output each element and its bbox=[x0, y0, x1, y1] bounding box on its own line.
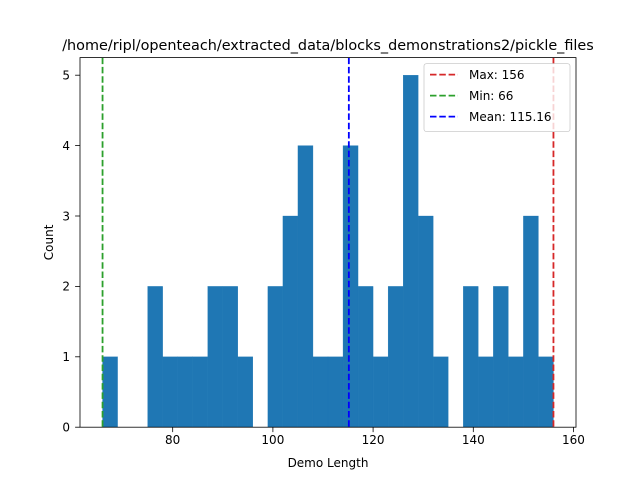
histogram-bar bbox=[192, 356, 208, 428]
legend-entry-label: Min: 66 bbox=[469, 89, 513, 103]
y-axis-ticks: 0 1 2 3 4 5 bbox=[62, 69, 80, 435]
histogram-bar bbox=[493, 286, 509, 428]
histogram-bar bbox=[357, 286, 374, 428]
x-axis-ticks: 80 100 120 140 160 bbox=[165, 427, 585, 447]
histogram-bar bbox=[523, 215, 539, 428]
y-tick-label: 1 bbox=[62, 350, 70, 364]
chart-title: /home/ripl/openteach/extracted_data/bloc… bbox=[62, 38, 594, 54]
histogram-bar bbox=[162, 356, 178, 428]
histogram-bar bbox=[403, 75, 419, 428]
y-tick-label: 3 bbox=[62, 209, 70, 223]
histogram-bar bbox=[387, 286, 404, 428]
bars-group bbox=[102, 75, 554, 428]
legend-entry-label: Mean: 115.16 bbox=[469, 110, 552, 124]
histogram-bar bbox=[207, 286, 223, 428]
histogram-bar bbox=[538, 356, 554, 428]
x-tick-label: 140 bbox=[462, 433, 485, 447]
histogram-bar bbox=[463, 286, 479, 428]
y-axis-label: Count bbox=[42, 224, 56, 260]
histogram-bar bbox=[177, 356, 193, 428]
y-tick-label: 2 bbox=[62, 280, 70, 294]
legend-entry-label: Max: 156 bbox=[469, 68, 525, 82]
x-tick-label: 100 bbox=[261, 433, 284, 447]
x-axis-label: Demo Length bbox=[288, 456, 369, 470]
histogram-bar bbox=[372, 356, 389, 428]
histogram-bar bbox=[102, 356, 118, 428]
histogram-bar bbox=[282, 215, 299, 428]
y-tick-label: 4 bbox=[62, 139, 70, 153]
histogram-bar bbox=[327, 356, 344, 428]
y-tick-label: 5 bbox=[62, 69, 70, 83]
histogram-bar bbox=[418, 215, 434, 428]
x-tick-label: 80 bbox=[165, 433, 180, 447]
histogram-bar bbox=[147, 286, 163, 428]
histogram-bar bbox=[312, 356, 329, 428]
x-tick-label: 120 bbox=[362, 433, 385, 447]
plot-frame bbox=[79, 57, 577, 428]
y-tick-label: 0 bbox=[62, 421, 70, 435]
histogram-bar bbox=[342, 145, 359, 428]
histogram-bar bbox=[433, 356, 449, 428]
histogram-bar bbox=[478, 356, 494, 428]
histogram-bar bbox=[237, 356, 253, 428]
histogram-bar bbox=[267, 286, 284, 428]
legend-box bbox=[423, 63, 571, 132]
histogram-bar bbox=[508, 356, 524, 428]
legend: Max: 156 Min: 66 Mean: 115.16 bbox=[423, 63, 571, 132]
histogram-bar bbox=[222, 286, 238, 428]
histogram-bar bbox=[297, 145, 314, 428]
x-tick-label: 160 bbox=[562, 433, 585, 447]
